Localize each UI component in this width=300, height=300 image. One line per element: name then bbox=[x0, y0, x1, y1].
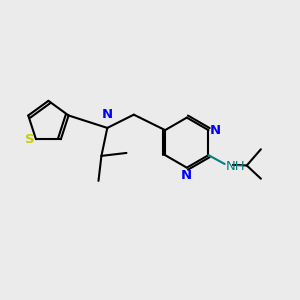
Text: N: N bbox=[181, 169, 192, 182]
Text: S: S bbox=[25, 133, 34, 146]
Text: N: N bbox=[102, 108, 113, 121]
Text: NH: NH bbox=[226, 160, 246, 173]
Text: N: N bbox=[209, 124, 220, 136]
